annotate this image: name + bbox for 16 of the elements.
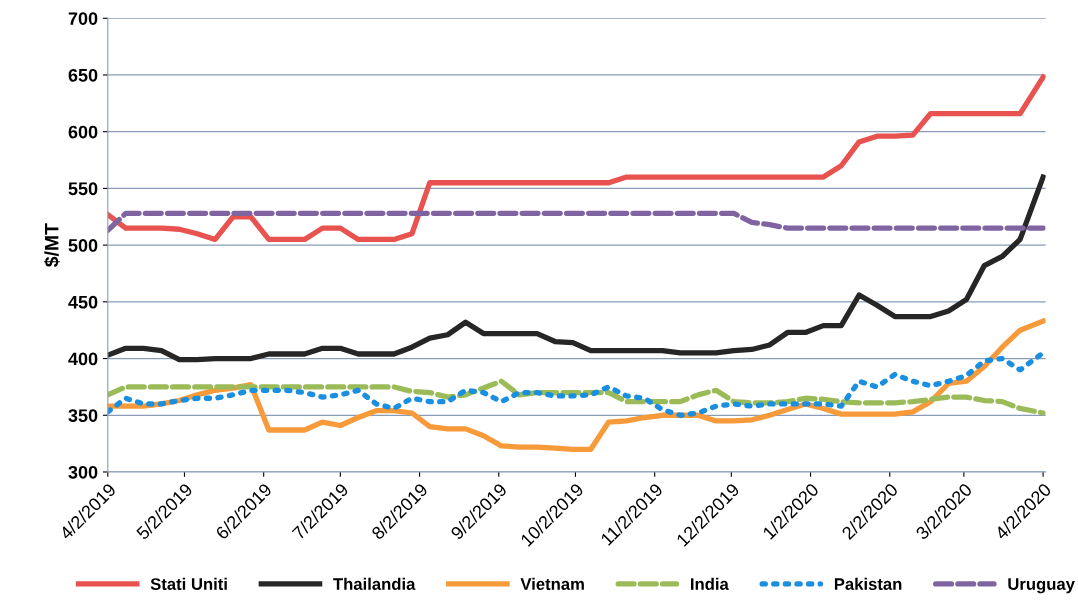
y-tick-label: 300 [68, 465, 98, 479]
legend-label: Stati Uniti [150, 577, 227, 590]
y-tick-label: 350 [68, 409, 98, 423]
legend-label: Uruguay [1008, 578, 1075, 594]
y-tick-label: 450 [68, 295, 98, 309]
y-tick-label: 600 [68, 125, 98, 139]
y-tick-label: 700 [68, 12, 98, 25]
y-tick-label: 500 [68, 239, 98, 252]
y-tick-label: 400 [68, 352, 98, 366]
y-tick-label: 550 [68, 182, 98, 196]
legend-label: India [691, 577, 729, 590]
y-tick-label: 650 [68, 68, 98, 82]
legend-label: Pakistan [834, 577, 902, 590]
legend-label: Thailandia [333, 577, 416, 590]
y-axis-title: $/MT [43, 223, 60, 268]
legend-label: Vietnam [520, 577, 584, 590]
